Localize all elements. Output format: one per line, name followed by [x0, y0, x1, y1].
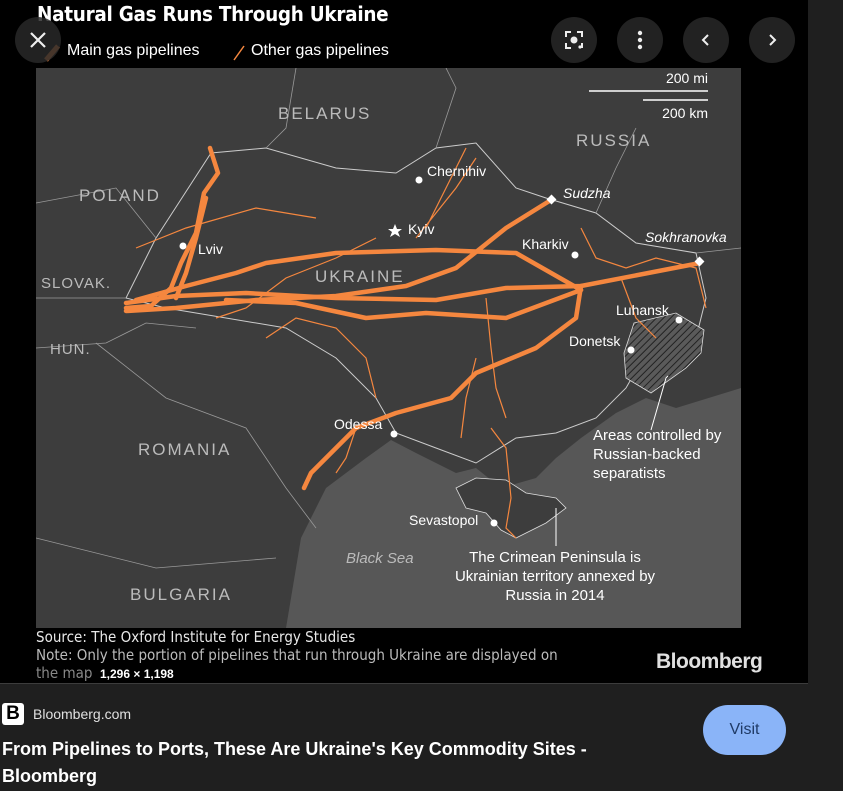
country-hungary: HUN. [50, 341, 91, 358]
separatist-leader-line [650, 375, 669, 431]
legend-other: Other gas pipelines [251, 42, 389, 59]
scale-km-label: 200 km [662, 105, 708, 121]
main-pipeline [133, 247, 584, 303]
country-romania: ROMANIA [138, 440, 231, 459]
divider [0, 683, 808, 684]
lens-icon [565, 31, 583, 49]
city-dot-luhansk [675, 316, 683, 324]
close-icon [30, 32, 46, 48]
image-dimensions: 1,296 × 1,198 [100, 667, 174, 681]
country-belarus: BELARUS [278, 104, 371, 123]
crimea-note-2: Ukrainian territory annexed by [455, 568, 656, 585]
separatist-note-2: Russian-backed [593, 446, 701, 463]
bloomberg-favicon: B [2, 703, 24, 725]
city-dot-donetsk [627, 346, 635, 354]
pipeline-note: Note: Only the portion of pipelines that… [36, 646, 558, 664]
city-donetsk: Donetsk [569, 333, 621, 349]
city-luhansk: Luhansk [616, 302, 670, 318]
source-site[interactable]: Bloomberg.com [33, 706, 132, 722]
other-pipeline-legend-swatch [233, 45, 245, 61]
chevron-right-icon [769, 34, 777, 46]
more-options-button[interactable] [617, 17, 663, 63]
city-kharkiv: Kharkiv [522, 236, 569, 252]
more-vert-icon [637, 30, 643, 50]
image-viewer: Natural Gas Runs Through Ukraine Main ga… [0, 0, 808, 683]
country-bulgaria: BULGARIA [130, 585, 232, 604]
other-pipeline [265, 317, 377, 399]
city-dot-sevastopol [490, 519, 498, 527]
map: 200 mi 200 km BELARUS POLAND RUSSIA SLOV… [36, 68, 741, 628]
map-title: Natural Gas Runs Through Ukraine [37, 2, 389, 26]
city-dot-kharkiv [571, 251, 579, 259]
next-button[interactable] [749, 17, 795, 63]
other-pipeline [135, 207, 317, 249]
scale-mi-label: 200 mi [666, 70, 708, 86]
legend-main: Main gas pipelines [67, 42, 200, 59]
city-dot-odessa [390, 430, 398, 438]
city-dot-lviv [179, 242, 187, 250]
main-pipeline [301, 283, 584, 491]
sudzha-diamond-icon [546, 194, 557, 205]
main-pipeline [173, 195, 209, 301]
source-note: Source: The Oxford Institute for Energy … [36, 628, 356, 646]
capital-star-icon [388, 224, 402, 237]
result-title-link[interactable]: From Pipelines to Ports, These Are Ukrai… [2, 739, 587, 786]
lens-button[interactable] [551, 17, 597, 63]
chevron-left-icon [701, 34, 709, 46]
other-pipeline [620, 277, 657, 339]
separatist-note-1: Areas controlled by [593, 427, 722, 444]
main-pipeline [223, 287, 584, 321]
other-pipeline [415, 147, 477, 239]
country-borders [36, 68, 741, 569]
sokhranovka-diamond-icon [694, 256, 705, 267]
main-pipelines [123, 145, 703, 491]
city-sevastopol: Sevastopol [409, 512, 478, 528]
other-pipeline [580, 227, 707, 309]
other-pipeline [490, 427, 517, 539]
other-pipeline [335, 427, 357, 474]
visit-button[interactable]: Visit [703, 705, 786, 755]
previous-button[interactable] [683, 17, 729, 63]
crimea-note-1: The Crimean Peninsula is [469, 549, 641, 566]
separatist-note-3: separatists [593, 465, 666, 482]
main-pipeline [123, 145, 221, 311]
close-button[interactable] [15, 17, 61, 63]
city-lviv: Lviv [198, 241, 223, 257]
separatist-area [623, 312, 705, 394]
crimea-note-3: Russia in 2014 [505, 587, 604, 604]
pipeline-note-cont: the map [36, 664, 93, 682]
country-ukraine: UKRAINE [315, 267, 405, 286]
sea-label: Black Sea [346, 550, 414, 567]
city-sokhranovka: Sokhranovka [645, 229, 727, 245]
bloomberg-watermark: Bloomberg [656, 650, 763, 673]
city-kyiv: Kyiv [408, 221, 434, 237]
city-dot-chernihiv [415, 176, 423, 184]
city-odessa: Odessa [334, 416, 382, 432]
city-sudzha: Sudzha [563, 185, 611, 201]
other-pipeline [460, 357, 477, 439]
country-poland: POLAND [79, 186, 161, 205]
main-pipeline [123, 260, 703, 306]
country-slovakia: SLOVAK. [41, 275, 111, 292]
city-chernihiv: Chernihiv [427, 163, 486, 179]
main-pipeline [123, 197, 554, 314]
country-russia: RUSSIA [576, 131, 651, 150]
